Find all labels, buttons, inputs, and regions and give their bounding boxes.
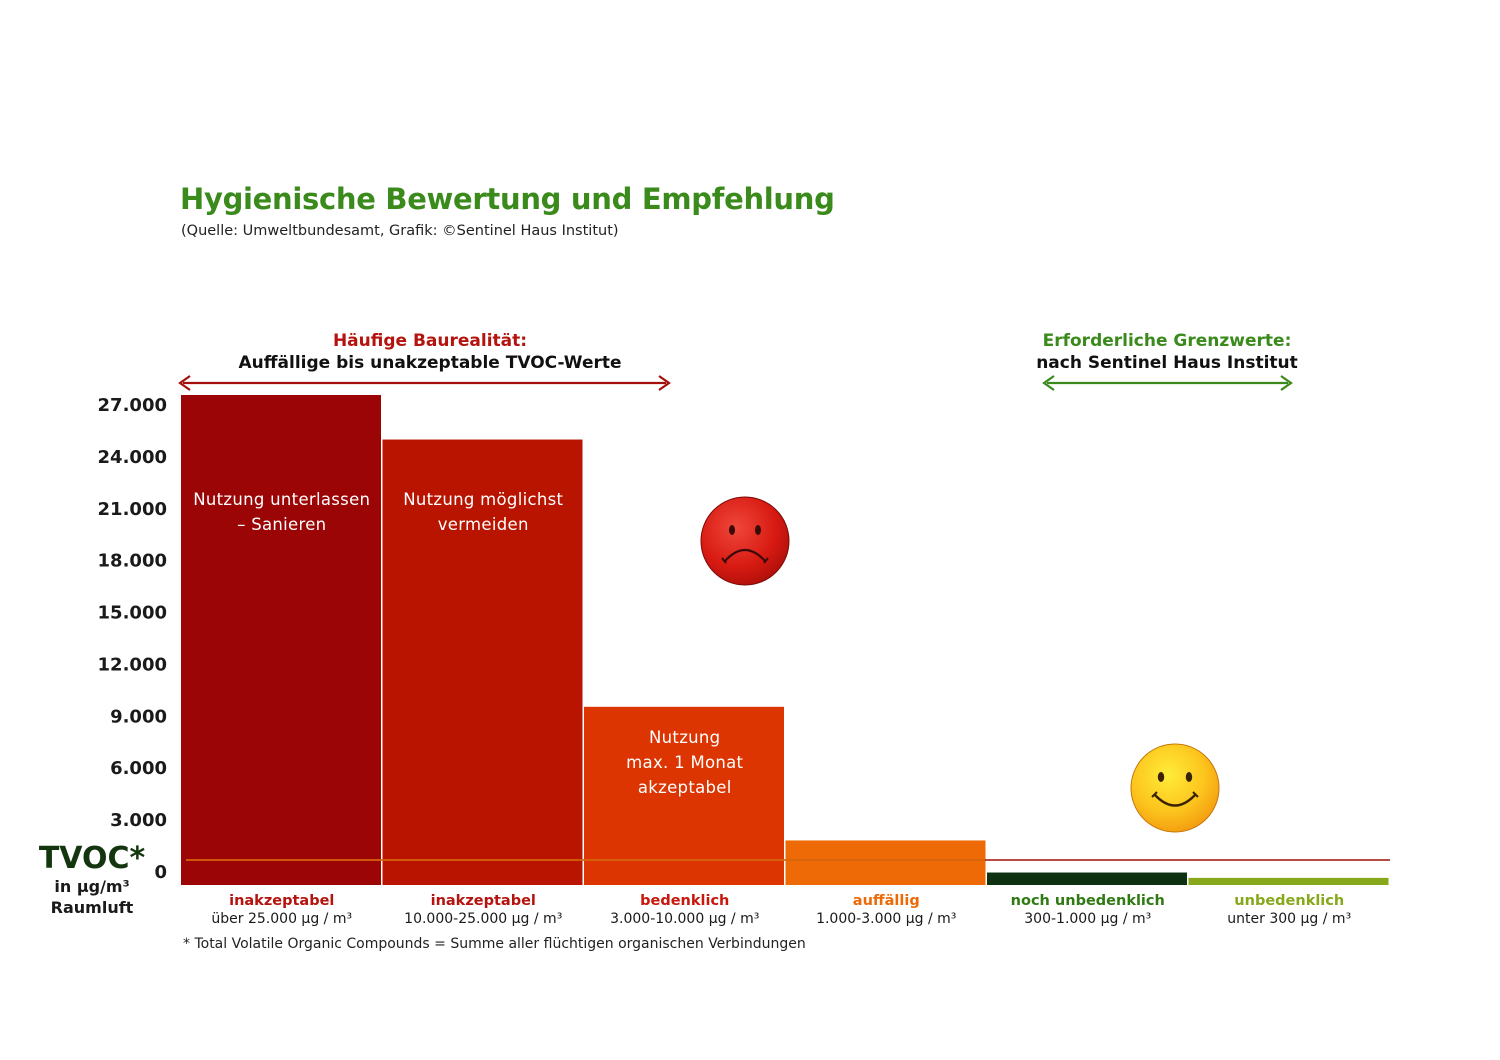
y-tick-label: 12.000 xyxy=(98,654,167,675)
right-range-arrow xyxy=(1042,375,1293,391)
bar-inner-label: – Sanieren xyxy=(237,515,326,534)
y-axis-title-main: TVOC* xyxy=(38,841,146,876)
y-tick-label: 21.000 xyxy=(98,499,167,520)
bar xyxy=(584,706,784,885)
annotation-right-heading: Erforderliche Grenzwerte: xyxy=(1042,331,1292,351)
footnote: * Total Volatile Organic Compounds = Sum… xyxy=(183,936,806,952)
annotation-left-text: Auffällige bis unakzeptable TVOC-Werte xyxy=(238,353,622,373)
bars: Nutzung unterlassen – Sanieren Nutzung mög… xyxy=(181,395,1389,885)
chart-subtitle: (Quelle: Umweltbundesamt, Grafik: ©Senti… xyxy=(181,223,619,239)
bar-inner-label: Nutzung xyxy=(649,728,720,747)
y-tick-label: 24.000 xyxy=(98,447,167,468)
category-range: unter 300 µg / m³ xyxy=(1227,911,1351,927)
category-label: inakzeptabel xyxy=(229,893,334,909)
category-label: noch unbedenklich xyxy=(1011,893,1165,909)
category-range: über 25.000 µg / m³ xyxy=(211,911,352,927)
bar xyxy=(382,439,583,885)
category-range: 1.000-3.000 µg / m³ xyxy=(816,911,956,927)
y-tick-label: 18.000 xyxy=(98,551,167,572)
y-tick-label: 3.000 xyxy=(110,810,167,831)
happy-face-icon xyxy=(1130,743,1220,833)
y-tick-label: 9.000 xyxy=(110,706,167,727)
y-tick-label: 0 xyxy=(154,862,167,883)
bar-inner-label: vermeiden xyxy=(438,515,529,534)
category-labels: inakzeptabel über 25.000 µg / m³ inakzepta… xyxy=(211,893,1351,927)
category-range: 300-1.000 µg / m³ xyxy=(1024,911,1151,927)
bar xyxy=(987,872,1187,885)
category-label: auffällig xyxy=(853,893,920,909)
annotation-left-heading: Häufige Baurealität: xyxy=(332,331,528,351)
category-range: 10.000-25.000 µg / m³ xyxy=(404,911,562,927)
bar xyxy=(785,840,986,885)
y-axis-title: TVOC* in µg/m³ Raumluft xyxy=(30,842,154,918)
bar-inner-label: max. 1 Monat xyxy=(626,753,743,772)
bar-inner-label: Nutzung möglichst xyxy=(403,490,563,509)
category-label: bedenklich xyxy=(640,893,729,909)
bar xyxy=(1188,877,1389,885)
bar-inner-label: Nutzung unterlassen xyxy=(193,490,370,509)
annotation-right-text: nach Sentinel Haus Institut xyxy=(1036,353,1298,373)
chart-title: Hygienische Bewertung und Empfehlung xyxy=(180,182,835,216)
y-axis-unit: in µg/m³ xyxy=(54,877,130,896)
annotation-right: Erforderliche Grenzwerte: nach Sentinel … xyxy=(1017,330,1317,374)
category-label: unbedenklich xyxy=(1234,893,1344,909)
y-tick-label: 15.000 xyxy=(98,603,167,624)
left-range-arrow xyxy=(178,375,671,391)
y-tick-label: 27.000 xyxy=(98,395,167,416)
category-range: 3.000-10.000 µg / m³ xyxy=(610,911,759,927)
bar-inner-label: akzeptabel xyxy=(638,778,732,797)
bar xyxy=(181,395,381,885)
y-axis-ticks: 0 3.000 6.000 9.000 12.000 15.000 18.000 21.000… xyxy=(98,395,167,883)
sad-face-icon xyxy=(700,496,790,586)
annotation-left: Häufige Baurealität: Auffällige bis unak… xyxy=(230,330,630,374)
category-label: inakzeptabel xyxy=(431,893,536,909)
y-tick-label: 6.000 xyxy=(110,758,167,779)
y-axis-subject: Raumluft xyxy=(50,898,134,917)
